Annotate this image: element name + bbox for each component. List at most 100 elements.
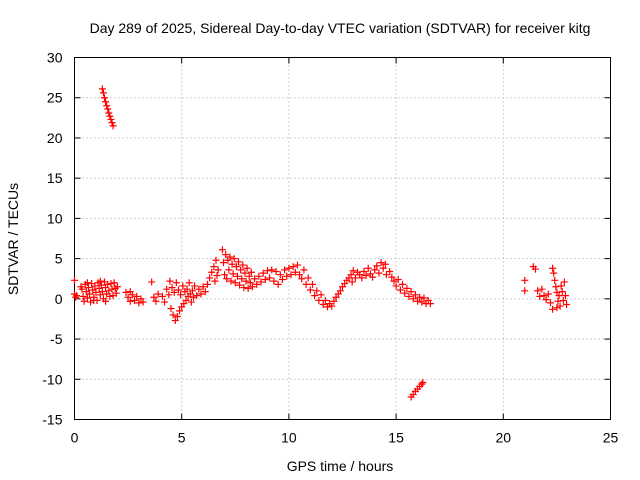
data-point <box>379 264 387 272</box>
data-point <box>540 292 548 300</box>
data-point <box>388 273 396 281</box>
data-point <box>158 292 166 300</box>
data-point <box>106 292 114 300</box>
data-point <box>166 277 174 285</box>
data-point <box>247 268 255 276</box>
data-point <box>229 270 237 278</box>
data-point <box>197 290 205 298</box>
data-point <box>239 261 247 269</box>
data-point <box>126 297 134 305</box>
data-point <box>83 294 91 302</box>
data-point <box>201 288 209 296</box>
axis-ticks <box>74 57 611 420</box>
data-point <box>193 292 201 300</box>
data-point <box>231 279 239 287</box>
data-point <box>213 272 221 280</box>
y-tick-label: 0 <box>55 291 63 307</box>
data-point <box>302 280 310 288</box>
data-point <box>426 300 434 308</box>
data-point <box>148 278 156 286</box>
data-point <box>243 264 251 272</box>
data-point <box>71 276 78 284</box>
data-point <box>272 267 280 275</box>
data-point <box>185 279 193 287</box>
data-point <box>124 293 132 301</box>
data-point <box>112 289 120 297</box>
data-point <box>199 283 207 291</box>
data-point <box>189 293 197 301</box>
data-point <box>553 304 561 312</box>
data-point <box>244 284 252 292</box>
data-point <box>182 296 190 304</box>
data-point <box>236 281 244 289</box>
data-point <box>362 272 370 280</box>
data-point <box>98 85 106 93</box>
data-point <box>80 297 88 305</box>
data-point <box>521 276 529 284</box>
data-point <box>287 271 295 279</box>
data-point <box>330 297 338 305</box>
data-point <box>399 280 407 288</box>
data-point <box>283 272 291 280</box>
data-point <box>369 273 377 281</box>
data-point <box>253 280 261 288</box>
data-point <box>259 269 267 277</box>
data-point <box>285 264 293 272</box>
data-points <box>71 85 571 401</box>
data-point <box>246 279 254 287</box>
data-point <box>86 290 94 298</box>
x-tick-label: 25 <box>603 430 619 446</box>
data-point <box>549 264 557 272</box>
data-point <box>563 300 571 308</box>
data-point <box>106 112 114 120</box>
data-point <box>107 115 115 123</box>
data-point <box>561 292 569 300</box>
data-point <box>298 275 306 283</box>
data-point <box>319 300 327 308</box>
data-point <box>266 274 274 282</box>
data-point <box>214 266 222 274</box>
data-point <box>347 271 355 279</box>
data-point <box>105 287 113 295</box>
data-point <box>212 256 220 264</box>
data-point <box>403 284 411 292</box>
data-point <box>150 293 158 301</box>
data-point <box>220 259 228 267</box>
data-point <box>317 291 325 299</box>
data-point <box>313 287 321 295</box>
data-point <box>102 98 110 106</box>
data-point <box>289 263 297 271</box>
data-point <box>536 292 544 300</box>
data-point <box>276 271 284 279</box>
data-point <box>551 276 559 284</box>
y-tick-label: 30 <box>47 50 63 66</box>
data-point <box>183 285 191 293</box>
x-tick-label: 20 <box>496 430 512 446</box>
data-point <box>546 299 554 307</box>
data-point <box>195 285 203 293</box>
data-point <box>104 280 112 288</box>
data-point <box>188 287 196 295</box>
data-point <box>235 258 243 266</box>
x-tick-label: 0 <box>71 430 79 446</box>
data-point <box>104 105 112 113</box>
data-point <box>414 297 422 305</box>
data-point <box>382 271 390 279</box>
data-point <box>300 266 308 274</box>
data-point <box>550 269 558 277</box>
data-point <box>420 294 428 302</box>
x-tick-label: 15 <box>388 430 404 446</box>
data-point <box>222 251 230 259</box>
data-point <box>308 280 316 288</box>
x-axis-label: GPS time / hours <box>287 458 394 474</box>
data-point <box>83 279 91 287</box>
data-point <box>251 275 259 283</box>
data-point <box>108 285 116 293</box>
data-point <box>110 279 118 287</box>
data-point <box>173 313 181 321</box>
plot-frame <box>74 57 611 420</box>
data-point <box>296 271 304 279</box>
data-point <box>139 298 147 306</box>
data-point <box>364 264 372 272</box>
